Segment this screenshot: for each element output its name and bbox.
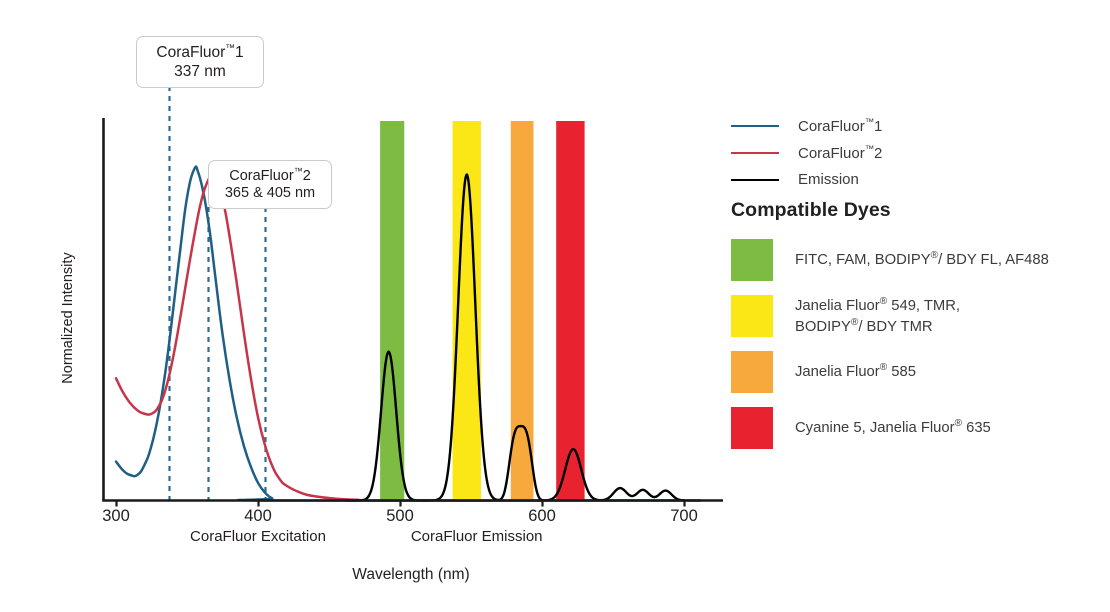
dye-color-swatch [731,239,773,281]
callout-2-line2: 365 & 405 nm [224,185,316,202]
legend-item-1: CoraFluor™2 [731,139,1101,166]
dye-color-swatch [731,407,773,449]
dye-item-label: FITC, FAM, BODIPY®/ BDY FL, AF488 [795,250,1049,269]
curve-layer [114,165,702,502]
dye-color-swatch [731,295,773,337]
x-tick-label-400: 400 [244,507,272,525]
marker-callout-corafluor2: CoraFluor™2 365 & 405 nm [208,160,332,209]
curve-emission [344,173,702,502]
dye-item-label: Cyanine 5, Janelia Fluor® 635 [795,418,991,437]
x-tick-label-600: 600 [528,507,556,525]
legend-item-label: Emission [798,171,859,188]
callout-1-line2: 337 nm [174,62,226,80]
axis-layer [102,118,723,507]
compatible-dyes-list: FITC, FAM, BODIPY®/ BDY FL, AF488 Janelia… [731,232,1106,456]
curve-corafluor1 [114,165,686,502]
emission-band-orange [510,121,534,501]
legend-item-2: Emission [731,166,1101,193]
marker-line-layer [168,86,267,501]
legend-item-label: CoraFluor™1 [798,116,883,135]
legend-line-swatch [731,151,779,154]
legend-item-0: CoraFluor™1 [731,112,1101,139]
legend-line-swatch [731,124,779,127]
legend-item-label: CoraFluor™2 [798,143,883,162]
dye-item-label: Janelia Fluor® 549, TMR, BODIPY®/ BDY TMR [795,295,961,335]
legend-line-swatch [731,178,779,181]
callout-2-line1: CoraFluor™2 [229,166,311,185]
axis-section-emission: CoraFluor Emission [410,528,543,545]
marker-callout-corafluor1: CoraFluor™1 337 nm [136,36,264,88]
axis-section-excitation: CoraFluor Excitation [190,528,326,545]
dye-item-3: Cyanine 5, Janelia Fluor® 635 [731,400,1106,456]
x-tick-label-700: 700 [670,507,698,525]
compatible-dyes-title: Compatible Dyes [731,199,891,221]
x-axis-title: Wavelength (nm) [352,566,470,583]
dye-item-2: Janelia Fluor® 585 [731,344,1106,400]
dye-color-swatch [731,351,773,393]
dye-item-label: Janelia Fluor® 585 [795,362,916,381]
x-tick-label-300: 300 [102,507,130,525]
dye-item-1: Janelia Fluor® 549, TMR, BODIPY®/ BDY TMR [731,288,1106,344]
y-axis-title: Normalized Intensity [60,252,76,384]
emission-band-red [556,121,585,501]
callout-1-line1: CoraFluor™1 [156,43,244,62]
series-legend: CoraFluor™1 CoraFluor™2 Emission [731,112,1101,193]
emission-band-green [380,121,405,501]
x-tick-label-500: 500 [386,507,414,525]
dye-item-0: FITC, FAM, BODIPY®/ BDY FL, AF488 [731,232,1106,288]
